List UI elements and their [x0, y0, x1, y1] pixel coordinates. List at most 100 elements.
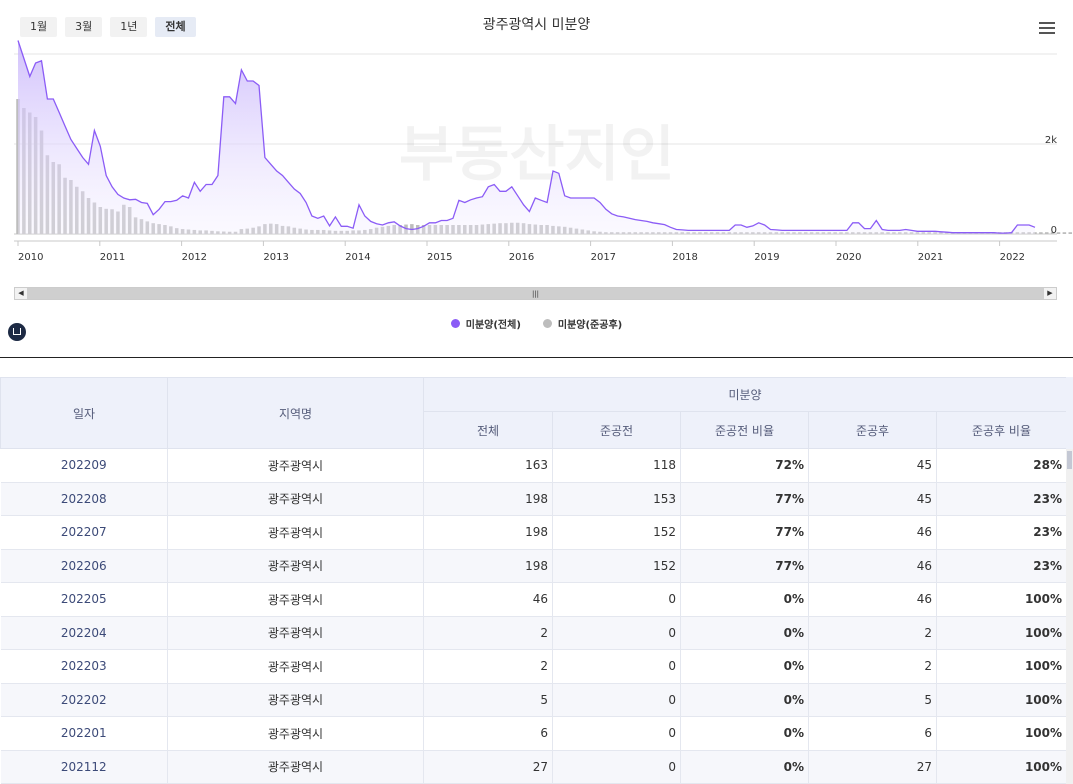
- scroll-left-arrow-icon[interactable]: ◀: [15, 288, 27, 299]
- grip-icon: |||: [531, 290, 540, 298]
- header-before-ratio[interactable]: 준공전 비율: [680, 411, 809, 449]
- header-region[interactable]: 지역명: [167, 377, 424, 449]
- bar-after[interactable]: [1056, 232, 1061, 234]
- cell-total: 2: [423, 616, 553, 650]
- cell-after: 46: [808, 549, 937, 583]
- cell-before: 152: [552, 515, 681, 550]
- x-tick-label: 2011: [100, 252, 125, 263]
- series-line-total[interactable]: [17, 40, 1036, 234]
- header-total[interactable]: 전체: [423, 411, 553, 449]
- x-tick-label: 2012: [182, 252, 207, 263]
- chart-legend: 미분양(전체) 미분양(준공후): [0, 316, 1073, 331]
- table-vertical-scrollbar[interactable]: [1066, 377, 1073, 784]
- cell-total: 198: [423, 482, 553, 516]
- range-selector: 1월 3월 1년 전체: [20, 17, 196, 37]
- x-tick-label: 2015: [427, 252, 452, 263]
- cell-date: 202201: [0, 716, 168, 751]
- cell-after-ratio: 23%: [936, 515, 1068, 550]
- table-row[interactable]: 202204 광주광역시 2 0 0% 2 100%: [0, 616, 1068, 650]
- legend-item-total[interactable]: 미분양(전체): [450, 316, 521, 331]
- x-tick-label: 2022: [1000, 252, 1025, 263]
- bar-after[interactable]: [1039, 232, 1043, 234]
- cell-before-ratio: 77%: [680, 549, 809, 583]
- chart-canvas: 부동산지인 2010 2011 2012 2013 2014 2015 2016 2017 20…: [14, 40, 1073, 263]
- table-row[interactable]: 202207 광주광역시 198 152 77% 46 23%: [0, 515, 1068, 550]
- range-button-all[interactable]: 전체: [155, 17, 196, 37]
- range-button-3m[interactable]: 3월: [65, 17, 103, 37]
- range-button-1y[interactable]: 1년: [110, 17, 148, 37]
- cell-total: 163: [423, 448, 553, 483]
- bar-after[interactable]: [1050, 232, 1055, 234]
- cell-total: 2: [423, 649, 553, 684]
- y-tick-label: 0: [1051, 225, 1057, 236]
- header-date[interactable]: 일자: [0, 377, 168, 449]
- header-after[interactable]: 준공후: [808, 411, 937, 449]
- cell-after-ratio: 23%: [936, 549, 1068, 583]
- cell-total: 198: [423, 549, 553, 583]
- table-row[interactable]: 202203 광주광역시 2 0 0% 2 100%: [0, 649, 1068, 684]
- cell-date: 202204: [0, 616, 168, 650]
- cell-region: 광주광역시: [167, 649, 424, 684]
- cell-date: 202206: [0, 549, 168, 583]
- cell-date: 202208: [0, 482, 168, 516]
- cell-after-ratio: 100%: [936, 616, 1068, 650]
- legend-item-after[interactable]: 미분양(준공후): [542, 316, 623, 331]
- chart-title: 광주광역시 미분양: [482, 17, 591, 33]
- cell-before-ratio: 77%: [680, 482, 809, 516]
- bar-after[interactable]: [1044, 232, 1049, 234]
- table-row[interactable]: 202205 광주광역시 46 0 0% 46 100%: [0, 582, 1068, 617]
- y-tick-label: 2k: [1045, 135, 1057, 146]
- table-row[interactable]: 202206 광주광역시 198 152 77% 46 23%: [0, 549, 1068, 583]
- cell-after: 6: [808, 716, 937, 751]
- table-row[interactable]: 202209 광주광역시 163 118 72% 45 28%: [0, 448, 1068, 483]
- cell-before: 0: [552, 649, 681, 684]
- scroll-right-arrow-icon[interactable]: ▶: [1044, 288, 1056, 299]
- cell-region: 광주광역시: [167, 515, 424, 550]
- cell-after: 46: [808, 582, 937, 617]
- cell-after-ratio: 100%: [936, 582, 1068, 617]
- range-button-1m[interactable]: 1월: [20, 17, 58, 37]
- cell-date: 202209: [0, 448, 168, 483]
- cell-after: 2: [808, 616, 937, 650]
- cell-before-ratio: 0%: [680, 716, 809, 751]
- vertical-scrollbar-thumb[interactable]: [1067, 451, 1072, 469]
- scrollbar-thumb[interactable]: |||: [27, 288, 1044, 299]
- cell-before: 118: [552, 448, 681, 483]
- cell-before: 0: [552, 616, 681, 650]
- cell-after: 46: [808, 515, 937, 550]
- bar-after[interactable]: [1062, 232, 1067, 234]
- home-logo-icon[interactable]: [8, 323, 26, 341]
- cell-total: 5: [423, 683, 553, 717]
- cell-region: 광주광역시: [167, 750, 424, 784]
- bar-after[interactable]: [1068, 232, 1073, 234]
- table-row[interactable]: 202202 광주광역시 5 0 0% 5 100%: [0, 683, 1068, 717]
- table-row[interactable]: 202208 광주광역시 198 153 77% 45 23%: [0, 482, 1068, 516]
- header-after-ratio[interactable]: 준공후 비율: [935, 411, 1068, 449]
- table-row[interactable]: 202112 광주광역시 27 0 0% 27 100%: [0, 750, 1068, 784]
- cell-before-ratio: 0%: [680, 750, 809, 784]
- cell-region: 광주광역시: [167, 549, 424, 583]
- table-row[interactable]: 202201 광주광역시 6 0 0% 6 100%: [0, 716, 1068, 751]
- header-group: 미분양: [422, 377, 1068, 412]
- cell-region: 광주광역시: [167, 482, 424, 516]
- cell-before: 0: [552, 716, 681, 751]
- area-series: [17, 40, 1036, 234]
- x-tick-label: 2014: [345, 252, 370, 263]
- header-before[interactable]: 준공전: [552, 411, 681, 449]
- cell-before: 152: [552, 549, 681, 583]
- cell-date: 202207: [0, 515, 168, 550]
- cell-before-ratio: 72%: [680, 448, 809, 483]
- legend-label-after: 미분양(준공후): [557, 320, 623, 331]
- cell-before: 0: [552, 683, 681, 717]
- x-tick-label: 2018: [672, 252, 697, 263]
- cell-before-ratio: 0%: [680, 616, 809, 650]
- cell-before-ratio: 0%: [680, 582, 809, 617]
- watermark: 부동산지인: [399, 120, 675, 190]
- chart-scrollbar[interactable]: ◀ ||| ▶: [14, 287, 1057, 300]
- area-fill: [18, 40, 1035, 234]
- cell-before: 153: [552, 482, 681, 516]
- cell-before-ratio: 0%: [680, 649, 809, 684]
- x-tick-label: 2013: [263, 252, 288, 263]
- cell-before-ratio: 0%: [680, 683, 809, 717]
- hamburger-menu-icon[interactable]: [1039, 22, 1055, 36]
